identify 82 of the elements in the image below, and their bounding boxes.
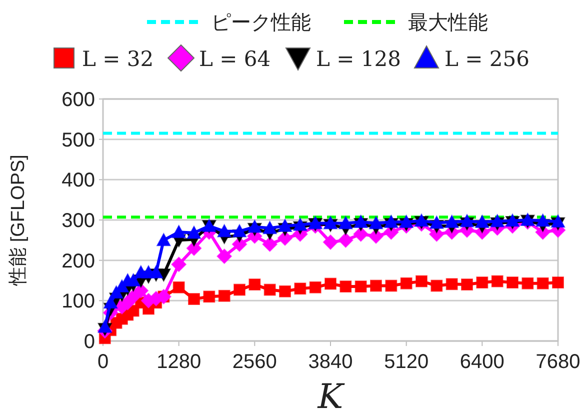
point xyxy=(232,224,247,238)
legend-label: L = 256 xyxy=(444,47,530,71)
point xyxy=(217,224,232,238)
point xyxy=(218,290,230,302)
point xyxy=(522,277,534,290)
x-tick-label: 6400 xyxy=(460,351,504,373)
point xyxy=(536,214,550,227)
point xyxy=(476,276,488,289)
point xyxy=(475,214,490,228)
point xyxy=(384,214,398,228)
point xyxy=(322,234,338,250)
point xyxy=(550,214,566,228)
point xyxy=(430,216,444,229)
x-tick-label: 3840 xyxy=(308,351,353,373)
point xyxy=(414,214,429,227)
point xyxy=(98,320,112,333)
point xyxy=(248,220,262,233)
point xyxy=(262,236,278,252)
point xyxy=(203,290,216,303)
y-tick-label: 600 xyxy=(62,89,95,111)
point xyxy=(536,277,549,290)
x-tick-label: 1280 xyxy=(156,351,202,373)
point xyxy=(278,218,292,232)
point xyxy=(103,296,118,309)
point xyxy=(354,214,368,228)
point xyxy=(188,293,200,306)
y-tick-label: 300 xyxy=(62,210,95,232)
point xyxy=(506,276,518,289)
point xyxy=(172,281,185,294)
point xyxy=(148,265,164,278)
y-tick-label: 400 xyxy=(62,170,95,192)
point xyxy=(248,278,261,291)
point xyxy=(370,280,382,292)
point xyxy=(446,278,458,290)
y-tick-label: 0 xyxy=(84,331,95,353)
point xyxy=(491,275,504,288)
point xyxy=(385,280,398,292)
point xyxy=(294,282,306,295)
point xyxy=(216,248,232,264)
point xyxy=(186,226,202,239)
point xyxy=(324,278,336,290)
point xyxy=(234,284,246,296)
y-tick-label: 500 xyxy=(62,129,95,152)
point xyxy=(461,278,473,291)
point xyxy=(309,281,322,294)
x-tick-label: 7680 xyxy=(536,351,580,373)
point xyxy=(340,280,352,293)
point xyxy=(353,226,368,242)
y-tick-label: 200 xyxy=(62,250,95,272)
point xyxy=(126,273,140,286)
point xyxy=(490,214,504,228)
x-tick-label: 5120 xyxy=(384,351,429,373)
point xyxy=(399,214,414,228)
x-tick-label: 0 xyxy=(97,351,109,373)
point xyxy=(293,218,308,231)
point xyxy=(400,277,412,290)
point xyxy=(552,276,564,289)
y-tick-label: 100 xyxy=(62,290,95,313)
point xyxy=(444,214,459,228)
point xyxy=(338,216,353,230)
legend-label: L = 32 xyxy=(82,47,154,71)
legend-label: L = 64 xyxy=(199,47,271,71)
point xyxy=(279,285,291,298)
point xyxy=(505,214,520,227)
y-axis-title: 性能 [GFLOPS] xyxy=(8,154,29,286)
x-axis-title: K xyxy=(316,377,346,414)
point xyxy=(323,216,338,230)
point xyxy=(460,214,474,228)
point xyxy=(172,225,186,238)
point xyxy=(171,256,186,272)
point xyxy=(262,220,277,234)
point xyxy=(354,280,367,293)
point xyxy=(430,280,443,292)
legend-label: L = 128 xyxy=(316,47,401,71)
point xyxy=(264,284,276,296)
point xyxy=(416,275,428,288)
legend-label: ピーク性能 xyxy=(211,12,311,34)
legend-label: 最大性能 xyxy=(408,12,488,34)
x-tick-label: 2560 xyxy=(232,351,277,373)
point xyxy=(368,216,384,230)
point xyxy=(156,233,171,246)
point xyxy=(338,232,354,248)
